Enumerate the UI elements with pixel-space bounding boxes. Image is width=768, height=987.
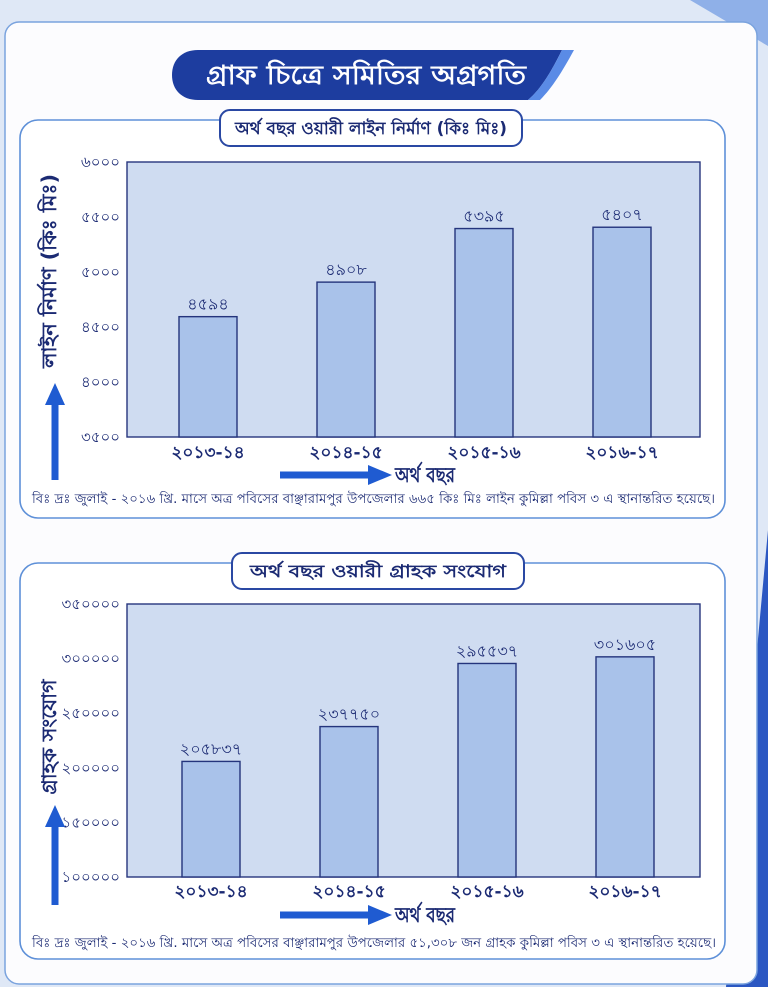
x-tick-label: ২০১৬-১৭: [585, 443, 658, 463]
chart-title: অর্থ বছর ওয়ারী গ্রাহক সংযোগ: [249, 560, 507, 582]
bar: [454, 227, 514, 438]
bar: [316, 281, 376, 438]
chart-customer-connections: অর্থ বছর ওয়ারী গ্রাহক সংযোগ ১০০০০০ ১৫০০০…: [19, 552, 726, 960]
bar-value-label: ২৯৫৫৩৭: [456, 641, 518, 660]
y-axis-label: গ্রাহক সংযোগ: [37, 679, 61, 795]
footnote: বিঃ দ্রঃ জুলাই - ২০১৬ খ্রি. মাসে অত্র পব…: [31, 491, 715, 507]
chart-title: অর্থ বছর ওয়ারী লাইন নির্মাণ (কিঃ মিঃ): [234, 117, 507, 139]
bar: [178, 315, 238, 438]
bar-value-label: ২৩৭৭৫০: [318, 705, 380, 724]
banner-accent: [528, 50, 574, 100]
bar: [595, 656, 655, 878]
bar-value-label: ২০৫৮৩৭: [180, 739, 242, 758]
x-axis-label: অর্থ বছর: [394, 461, 456, 487]
x-tick-label: ২০১৪-১৫: [312, 882, 385, 902]
bar: [319, 725, 379, 878]
y-tick-label: ৬০০০: [81, 153, 120, 171]
up-arrow-icon: [45, 805, 65, 905]
chart-line-construction: অর্থ বছর ওয়ারী লাইন নির্মাণ (কিঃ মিঃ) ৩…: [19, 109, 726, 519]
bar: [457, 662, 517, 878]
right-arrow-icon: [280, 465, 392, 485]
y-tick-label: ৫৫০০: [81, 208, 120, 226]
x-tick-label: ২০১৩-১৪: [174, 882, 247, 902]
bar: [181, 760, 241, 878]
y-tick-label: ১৫০০০০: [62, 813, 120, 831]
banner-shape: [172, 50, 562, 100]
y-tick-label: ১০০০০০: [62, 868, 121, 886]
y-tick-label: ৩৫০০: [81, 428, 120, 446]
y-tick-label: ২০০০০০: [61, 759, 120, 777]
y-tick-label: ৩৫০০০০: [62, 595, 121, 613]
y-axis-label: লাইন নির্মাণ (কিঃ মিঃ): [36, 174, 61, 369]
chart-title-box: [231, 552, 525, 590]
bar-value-label: ৩০১৬০৫: [594, 635, 656, 654]
page-banner: গ্রাফ চিত্রে সমিতির অগ্রগতি: [172, 50, 574, 100]
y-tick-label: ৫০০০: [81, 263, 120, 281]
bar-value-label: ৫৪০৭: [601, 205, 643, 224]
chart-marks: ৩৫০০ ৪০০০ ৪৫০০ ৫০০০ ৫৫০০ ৬০০০ ৪৫৯৪ ২০১৩-১৪ ৪৯০৮ ২…: [81, 153, 659, 463]
bar: [592, 226, 652, 438]
bar-value-label: ৪৯০৮: [325, 260, 367, 279]
x-tick-label: ২০১৬-১৭: [588, 882, 661, 902]
y-tick-label: ৩০০০০০: [61, 650, 120, 668]
x-tick-label: ২০১৩-১৪: [171, 443, 244, 463]
footnote: বিঃ দ্রঃ জুলাই - ২০১৬ খ্রি. মাসে অত্র পব…: [31, 935, 716, 951]
x-tick-label: ২০১৫-১৬: [447, 443, 520, 463]
chart-marks: ১০০০০০ ১৫০০০০ ২০০০০০ ২৫০০০০ ৩০০০০০ ৩৫০০০০ ২০৫৮…: [61, 595, 661, 902]
page-title: গ্রাফ চিত্রে সমিতির অগ্রগতি: [206, 59, 528, 91]
x-tick-label: ২০১৪-১৫: [309, 443, 382, 463]
bar-value-label: ৫৩৯৫: [463, 207, 505, 226]
y-tick-label: ২৫০০০০: [62, 704, 121, 722]
up-arrow-icon: [45, 383, 65, 480]
x-tick-label: ২০১৫-১৬: [450, 882, 523, 902]
y-tick-label: ৪০০০: [81, 373, 120, 391]
right-arrow-icon: [280, 905, 392, 925]
bar-value-label: ৪৫৯৪: [187, 295, 229, 314]
x-axis-label: অর্থ বছর: [394, 901, 456, 927]
y-tick-label: ৪৫০০: [81, 318, 120, 336]
chart-title-box: [219, 109, 523, 147]
